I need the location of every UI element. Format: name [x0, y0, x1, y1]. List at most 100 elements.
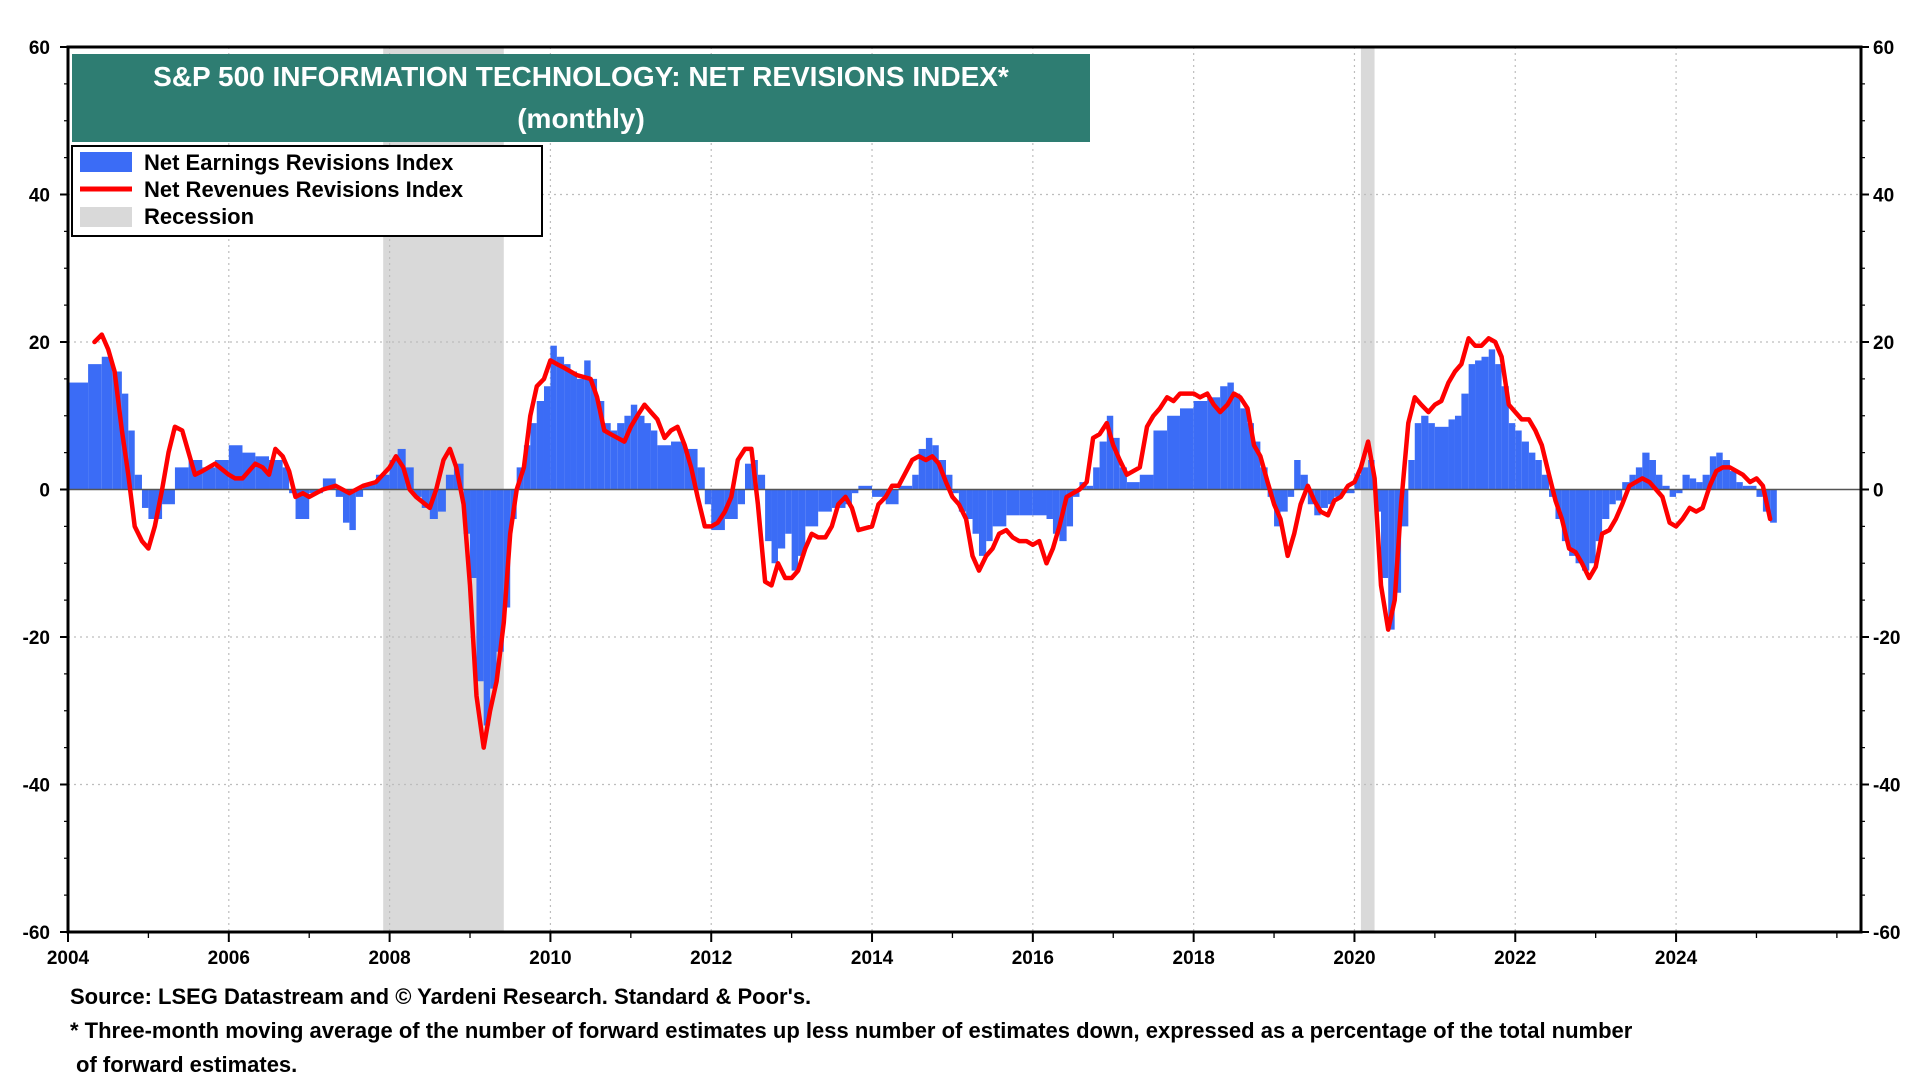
earnings-bar: [162, 489, 175, 505]
earnings-bar: [978, 489, 987, 556]
earnings-bar: [1682, 474, 1690, 490]
earnings-bar: [134, 474, 142, 490]
earnings-bar: [476, 489, 484, 682]
earnings-bar: [597, 401, 605, 490]
earnings-bar: [88, 364, 102, 490]
earnings-bar: [536, 401, 544, 490]
earnings-bar: [630, 404, 638, 490]
earnings-bar: [737, 489, 745, 505]
earnings-bar: [1408, 460, 1415, 490]
earnings-bar: [355, 489, 364, 497]
earnings-bar: [1581, 489, 1590, 571]
earnings-bar: [1327, 489, 1335, 505]
y-tick-label-left: -40: [23, 776, 50, 797]
earnings-bar: [992, 489, 1007, 527]
y-tick-label-left: 60: [29, 38, 50, 59]
earnings-bar: [1575, 489, 1582, 564]
earnings-bar: [523, 445, 531, 490]
earnings-bar: [483, 489, 491, 726]
x-tick-label: 2016: [1012, 948, 1054, 969]
earnings-bar: [1528, 452, 1536, 490]
earnings-bar: [644, 423, 651, 490]
y-tick-label-left: 0: [39, 481, 50, 502]
earnings-bar: [1113, 437, 1120, 490]
earnings-bar: [405, 467, 414, 490]
earnings-bar: [1676, 489, 1683, 494]
earnings-bar: [1729, 471, 1737, 490]
earnings-bar: [972, 489, 979, 534]
x-tick-label: 2008: [368, 948, 410, 969]
earnings-bar: [1320, 489, 1328, 508]
x-tick-label: 2010: [529, 948, 571, 969]
earnings-bar: [1541, 474, 1550, 490]
earnings-bar: [1615, 489, 1623, 501]
earnings-bar: [925, 437, 933, 490]
earnings-bar: [1488, 349, 1496, 490]
earnings-bar: [785, 489, 792, 534]
earnings-bar: [1368, 460, 1375, 490]
earnings-bar: [1662, 485, 1670, 490]
earnings-bar: [1622, 482, 1630, 490]
earnings-bar: [851, 489, 859, 494]
earnings-bar: [1501, 386, 1509, 490]
y-tick-label-left: -60: [23, 923, 50, 944]
earnings-bar: [1099, 441, 1107, 490]
earnings-bar: [1240, 408, 1248, 490]
earnings-bar: [349, 489, 356, 531]
earnings-bar: [1334, 489, 1341, 497]
earnings-bar: [1642, 452, 1650, 490]
earnings-bar: [1380, 489, 1389, 578]
source-note: Source: LSEG Datastream and © Yardeni Re…: [70, 984, 812, 1009]
earnings-bar: [1280, 489, 1288, 512]
earnings-bar: [1468, 364, 1476, 490]
axis-ticks: [60, 46, 1869, 942]
chart-subtitle: (monthly): [517, 103, 645, 134]
earnings-bar: [1046, 489, 1053, 519]
earnings-bar: [1535, 460, 1542, 490]
earnings-bar: [765, 489, 772, 542]
earnings-bar: [322, 478, 336, 490]
legend-label-revenues: Net Revenues Revisions Index: [144, 177, 464, 202]
earnings-bar: [570, 371, 577, 490]
earnings-bar: [437, 489, 446, 512]
x-tick-label: 2006: [208, 948, 250, 969]
earnings-bar: [584, 360, 591, 490]
earnings-bar: [1388, 489, 1395, 630]
earnings-bar: [1454, 415, 1462, 490]
earnings-bar: [986, 489, 993, 542]
earnings-bar: [1340, 489, 1355, 494]
legend-label-recession: Recession: [144, 204, 254, 229]
earnings-bar: [463, 489, 471, 534]
x-tick-label: 2004: [47, 948, 90, 969]
earnings-bar: [556, 356, 565, 490]
earnings-bar: [1233, 393, 1241, 490]
title-box: S&P 500 INFORMATION TECHNOLOGY: NET REVI…: [72, 54, 1090, 142]
earnings-bar: [1260, 467, 1268, 490]
earnings-bar: [1649, 460, 1656, 490]
earnings-bar: [946, 474, 953, 490]
earnings-bar: [624, 415, 631, 490]
earnings-bar: [1247, 423, 1254, 490]
earnings-bar: [335, 489, 343, 497]
earnings-bar: [952, 489, 959, 494]
earnings-bar: [1434, 426, 1449, 490]
earnings-bar: [1227, 382, 1234, 490]
earnings-bar: [1702, 474, 1710, 490]
earnings-bar: [389, 460, 398, 490]
earnings-bar: [1193, 401, 1208, 490]
earnings-bar: [1360, 467, 1369, 490]
legend-swatch-earnings: [80, 152, 132, 172]
earnings-bar: [958, 489, 967, 512]
earnings-bar: [1521, 441, 1529, 490]
earnings-bar: [1126, 482, 1140, 490]
earnings-bar: [1561, 489, 1570, 542]
earnings-bar: [744, 463, 752, 490]
legend-swatch-recession: [80, 207, 132, 227]
earnings-bar: [1448, 419, 1455, 490]
earnings-bar: [128, 430, 135, 490]
earnings-bar: [1595, 489, 1603, 542]
earnings-bar: [798, 489, 806, 556]
legend-label-earnings: Net Earnings Revisions Index: [144, 150, 454, 175]
earnings-bar: [564, 364, 571, 490]
